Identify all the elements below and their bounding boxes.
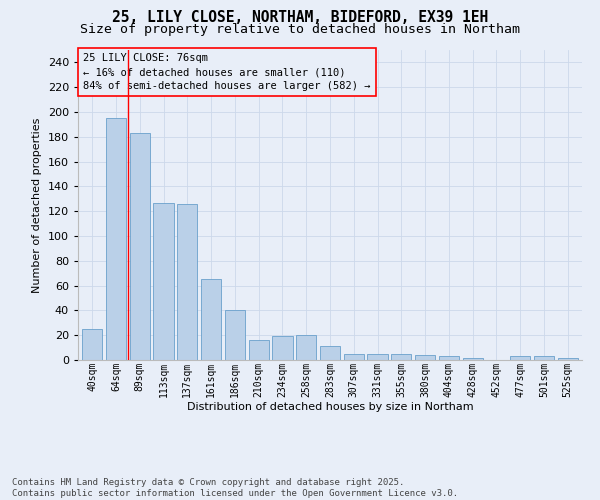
Bar <box>248 340 269 360</box>
Text: Contains HM Land Registry data © Crown copyright and database right 2025.
Contai: Contains HM Land Registry data © Crown c… <box>12 478 458 498</box>
Bar <box>130 133 150 360</box>
Bar <box>463 358 483 360</box>
Bar <box>510 356 530 360</box>
Bar <box>177 204 197 360</box>
Text: 25 LILY CLOSE: 76sqm
← 16% of detached houses are smaller (110)
84% of semi-deta: 25 LILY CLOSE: 76sqm ← 16% of detached h… <box>83 53 371 91</box>
Bar <box>201 280 221 360</box>
Bar <box>320 346 340 360</box>
Bar <box>391 354 412 360</box>
Y-axis label: Number of detached properties: Number of detached properties <box>32 118 42 292</box>
X-axis label: Distribution of detached houses by size in Northam: Distribution of detached houses by size … <box>187 402 473 412</box>
Bar <box>225 310 245 360</box>
Bar <box>439 356 459 360</box>
Bar <box>415 355 435 360</box>
Bar <box>534 356 554 360</box>
Bar <box>82 329 103 360</box>
Text: Size of property relative to detached houses in Northam: Size of property relative to detached ho… <box>80 22 520 36</box>
Bar <box>154 202 173 360</box>
Bar <box>106 118 126 360</box>
Bar <box>367 354 388 360</box>
Text: 25, LILY CLOSE, NORTHAM, BIDEFORD, EX39 1EH: 25, LILY CLOSE, NORTHAM, BIDEFORD, EX39 … <box>112 10 488 25</box>
Bar <box>557 358 578 360</box>
Bar <box>272 336 293 360</box>
Bar <box>296 335 316 360</box>
Bar <box>344 354 364 360</box>
